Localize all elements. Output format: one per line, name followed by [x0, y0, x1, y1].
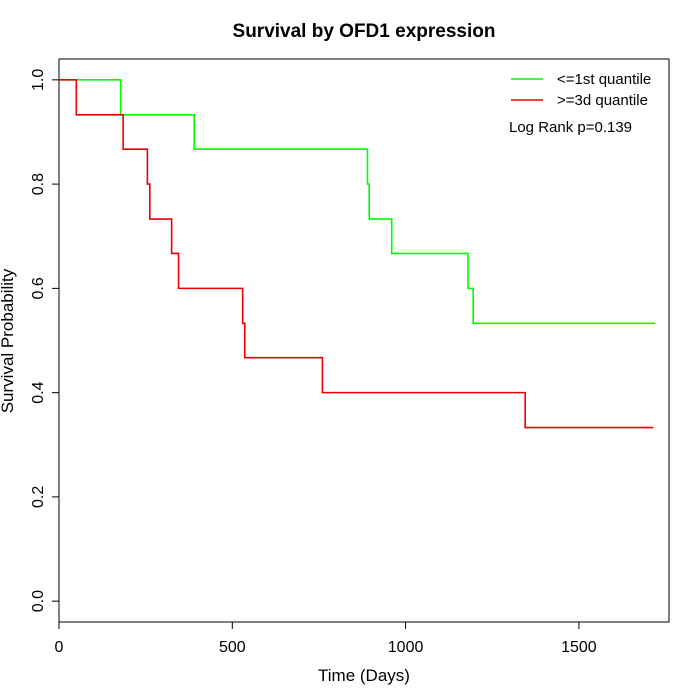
legend-label-1: <=1st quantile	[557, 71, 651, 88]
x-tick-label: 1500	[561, 639, 597, 656]
y-axis-label: Survival Probability	[0, 268, 17, 413]
x-tick-label: 500	[219, 639, 246, 656]
series-layer	[59, 79, 656, 429]
y-tick-label: 0.0	[30, 590, 47, 612]
x-tick-label: 0	[55, 639, 64, 656]
y-tick-label: 0.4	[30, 381, 47, 403]
y-tick-label: 0.6	[30, 277, 47, 299]
y-tick-label: 0.2	[30, 486, 47, 508]
log-rank-annotation: Log Rank p=0.139	[509, 119, 632, 136]
chart-title: Survival by OFD1 expression	[233, 21, 496, 42]
legend: <=1st quantile >=3d quantile	[511, 71, 651, 109]
y-tick-label: 1.0	[30, 69, 47, 91]
y-axis: 0.0 0.2 0.4 0.6 0.8 1.0	[30, 69, 60, 612]
y-tick-label: 0.8	[30, 173, 47, 195]
x-axis: 0 500 1000 1500	[55, 621, 597, 656]
x-tick-label: 1000	[388, 639, 424, 656]
series-line-1	[59, 79, 656, 325]
series-line-2	[59, 79, 654, 429]
x-axis-label: Time (Days)	[318, 666, 410, 685]
plot-frame	[58, 58, 670, 623]
legend-label-2: >=3d quantile	[557, 92, 648, 109]
